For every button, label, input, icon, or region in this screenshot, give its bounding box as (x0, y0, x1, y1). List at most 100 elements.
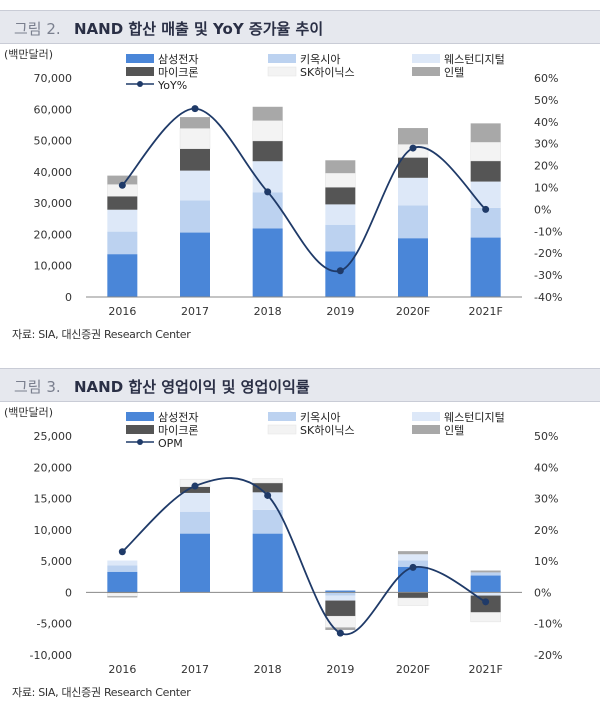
fig2-bar-1 (180, 232, 210, 297)
fig2-bar-2 (180, 200, 210, 233)
fig2-bar-6 (398, 128, 428, 145)
fig2-x-tick-label: 2016 (108, 305, 136, 318)
fig3-line-point (191, 482, 199, 490)
fig2-bar-3 (180, 170, 210, 201)
fig2-y2-tick-label: 40% (534, 116, 558, 129)
fig2-x-tick-label: 2021F (469, 305, 503, 318)
fig2-x-tick-label: 2019 (326, 305, 354, 318)
fig2-legend-label: 키옥시아 (300, 53, 340, 66)
fig2-x-tick-label: 2020F (396, 305, 430, 318)
figure-3-source: 자료: SIA, 대신증권 Research Center (12, 686, 191, 699)
fig3-x-tick-label: 2021F (469, 663, 503, 676)
fig2-y-tick-label: 40,000 (34, 166, 73, 179)
fig2-bar-6 (107, 175, 138, 185)
fig2-legend-swatch (412, 67, 440, 76)
fig2-legend-label: 인텔 (444, 66, 464, 79)
fig3-bar-2 (325, 592, 356, 596)
fig3-bar-6 (470, 570, 501, 573)
fig2-unit-label: (백만달러) (4, 48, 53, 61)
fig3-bar-3 (325, 595, 356, 601)
fig3-bar-3 (107, 560, 138, 566)
figure-2-source: 자료: SIA, 대신증권 Research Center (12, 328, 191, 341)
fig3-line-point (118, 548, 126, 556)
fig2-y2-tick-label: -40% (534, 291, 562, 304)
fig3-y-tick-label: 20,000 (34, 461, 73, 474)
fig3-y2-tick-label: 40% (534, 461, 558, 474)
fig2-line-point (264, 188, 272, 196)
fig2-bar-2 (107, 231, 138, 255)
fig2-line-point (118, 181, 126, 189)
fig2-bar-2 (398, 205, 428, 239)
fig2-line-point (336, 267, 344, 275)
fig3-bar-5 (397, 597, 429, 606)
fig2-y-tick-label: 20,000 (34, 228, 73, 241)
fig3-y-tick-label: 10,000 (34, 524, 73, 537)
fig2-line-point (482, 205, 490, 213)
fig2-y-tick-label: 10,000 (34, 260, 73, 273)
fig3-y-tick-label: -10,000 (30, 649, 72, 662)
fig3-bar-5 (107, 592, 138, 597)
fig3-x-tick-label: 2017 (181, 663, 209, 676)
fig3-bar-6 (325, 627, 356, 630)
fig2-y-tick-label: 70,000 (34, 72, 73, 85)
fig2-bar-3 (325, 204, 356, 225)
fig3-y2-tick-label: -10% (534, 618, 562, 631)
fig2-legend-label: 삼성전자 (158, 53, 198, 66)
fig2-y-tick-label: 30,000 (34, 197, 73, 210)
fig2-bar-4 (107, 196, 138, 210)
fig2-x-tick-label: 2017 (181, 305, 209, 318)
fig2-bar-3 (107, 209, 138, 232)
fig3-bar-2 (107, 565, 138, 572)
fig3-bar-2 (398, 560, 428, 567)
fig2-bar-4 (398, 157, 428, 178)
fig3-bar-3 (470, 592, 501, 596)
fig2-bar-1 (107, 254, 138, 297)
fig2-legend-label: 마이크론 (158, 66, 198, 79)
fig2-y2-tick-label: 30% (534, 138, 558, 151)
fig2-y2-tick-label: 50% (534, 94, 558, 107)
fig3-y-tick-label: 0 (65, 586, 72, 599)
fig3-line-point (409, 563, 417, 571)
figure-3-title: NAND 합산 영업이익 및 영업이익률 (74, 378, 310, 396)
fig2-bar-1 (252, 228, 283, 297)
fig3-bar-2 (470, 572, 501, 576)
fig2-legend-label: 웨스턴디지털 (444, 53, 505, 66)
fig3-y2-tick-label: -20% (534, 649, 562, 662)
fig3-bar-4 (252, 482, 283, 493)
fig3-bar-1 (180, 533, 210, 593)
fig2-bar-1 (398, 238, 428, 297)
fig3-bar-2 (180, 511, 210, 534)
fig3-legend-swatch (268, 412, 296, 421)
fig3-bar-4 (398, 592, 428, 599)
fig3-legend-label: 인텔 (444, 424, 464, 437)
fig2-y2-tick-label: -10% (534, 225, 562, 238)
fig3-bar-4 (325, 600, 356, 617)
fig3-bar-6 (107, 596, 138, 598)
fig3-y2-tick-label: 20% (534, 524, 558, 537)
fig3-y-tick-label: -5,000 (37, 618, 72, 631)
fig3-y-tick-label: 15,000 (34, 493, 73, 506)
fig3-bar-1 (107, 571, 138, 593)
figure-2-chart: (백만달러) 0 10,000 20,000 30,000 40,000 50,000 60,… (4, 48, 562, 318)
fig2-bar-4 (252, 140, 283, 162)
fig2-bar-6 (470, 123, 501, 143)
fig3-y2-tick-label: 10% (534, 555, 558, 568)
fig3-bar-1 (252, 533, 283, 593)
figure-3-header: 그림 3. NAND 합산 영업이익 및 영업이익률 (0, 368, 600, 402)
fig3-legend-label: SK하이닉스 (300, 423, 355, 437)
fig3-legend-label: OPM (158, 437, 183, 450)
fig2-line-series (121, 107, 487, 273)
fig3-x-tick-label: 2020F (396, 663, 430, 676)
fig2-bar-6 (180, 117, 210, 129)
fig2-y2-tick-label: 60% (534, 72, 558, 85)
fig2-bar-4 (180, 148, 210, 171)
fig2-line-point (409, 144, 417, 152)
fig2-line-point (191, 105, 199, 113)
fig2-y2-tick-label: -20% (534, 247, 562, 260)
fig2-bar-4 (325, 187, 356, 205)
fig3-x-tick-label: 2019 (326, 663, 354, 676)
fig2-bar-6 (325, 160, 356, 174)
fig2-legend-label: SK하이닉스 (300, 65, 355, 79)
fig2-x-tick-label: 2018 (254, 305, 282, 318)
fig3-legend-label: 웨스턴디지털 (444, 411, 505, 424)
